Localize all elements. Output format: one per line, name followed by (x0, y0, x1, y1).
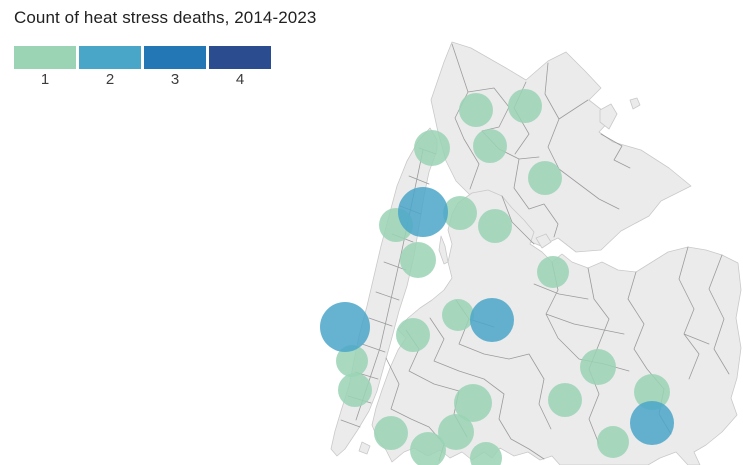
death-count-bubble[interactable] (459, 93, 493, 127)
death-count-bubble[interactable] (470, 298, 514, 342)
death-count-bubble[interactable] (438, 414, 474, 450)
death-count-bubble[interactable] (443, 196, 477, 230)
legend-label: 1 (40, 71, 50, 88)
island (358, 441, 371, 455)
legend-label: 4 (235, 71, 245, 88)
death-count-bubble[interactable] (473, 129, 507, 163)
death-count-bubble[interactable] (414, 130, 450, 166)
legend-item-3: 3 (144, 46, 206, 88)
death-count-bubble[interactable] (528, 161, 562, 195)
legend-swatch-4 (209, 46, 271, 69)
page-title: Count of heat stress deaths, 2014-2023 (14, 8, 317, 27)
bubble-layer (320, 89, 674, 465)
death-count-bubble[interactable] (398, 187, 448, 237)
legend-label: 3 (170, 71, 180, 88)
death-count-bubble[interactable] (442, 299, 474, 331)
legend-swatch-3 (144, 46, 206, 69)
death-count-bubble[interactable] (580, 349, 616, 385)
roosevelt-island (438, 235, 449, 265)
legend-item-4: 4 (209, 46, 271, 88)
legend-label: 2 (105, 71, 115, 88)
legend-item-1: 1 (14, 46, 76, 88)
island (535, 233, 552, 249)
death-count-bubble[interactable] (374, 416, 408, 450)
death-count-bubble[interactable] (597, 426, 629, 458)
legend: 1 2 3 4 (14, 46, 271, 88)
death-count-bubble[interactable] (336, 345, 368, 377)
death-count-bubble[interactable] (396, 318, 430, 352)
death-count-bubble[interactable] (338, 373, 372, 407)
island (629, 97, 641, 110)
death-count-bubble[interactable] (508, 89, 542, 123)
death-count-bubble[interactable] (454, 384, 492, 422)
death-count-bubble[interactable] (548, 383, 582, 417)
legend-swatch-2 (79, 46, 141, 69)
death-count-bubble[interactable] (320, 302, 370, 352)
legend-item-2: 2 (79, 46, 141, 88)
death-count-bubble[interactable] (537, 256, 569, 288)
death-count-bubble[interactable] (478, 209, 512, 243)
island (599, 103, 618, 130)
death-count-bubble[interactable] (410, 432, 446, 465)
death-count-bubble[interactable] (634, 374, 670, 410)
death-count-bubble[interactable] (470, 442, 502, 465)
death-count-bubble[interactable] (400, 242, 436, 278)
legend-swatch-1 (14, 46, 76, 69)
death-count-bubble[interactable] (630, 401, 674, 445)
